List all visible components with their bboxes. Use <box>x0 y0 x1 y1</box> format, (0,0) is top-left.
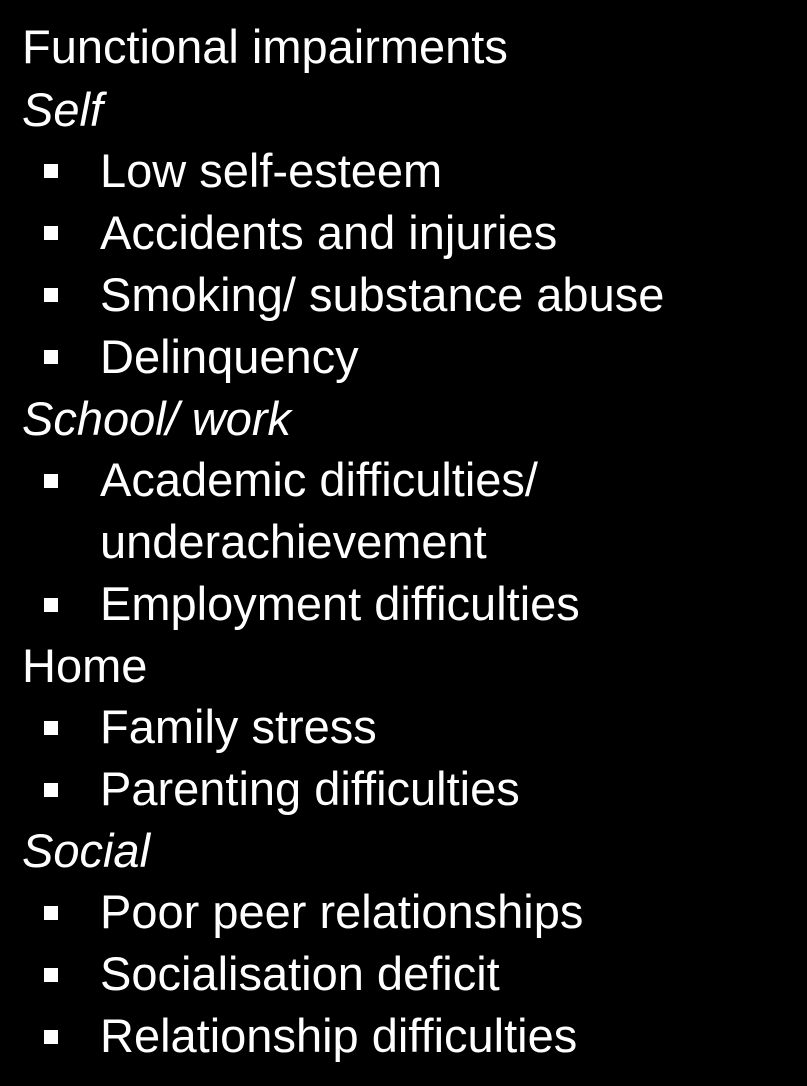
list-item: Parenting difficulties <box>22 758 785 820</box>
list-item: Employment difficulties <box>22 573 785 635</box>
section-home: Home Family stress Parenting difficultie… <box>22 635 785 820</box>
list-self: Low self-esteem Accidents and injuries S… <box>22 140 785 388</box>
section-heading-social: Social <box>22 820 785 881</box>
list-home: Family stress Parenting difficulties <box>22 696 785 820</box>
section-social: Social Poor peer relationships Socialisa… <box>22 820 785 1067</box>
list-item: Family stress <box>22 696 785 758</box>
list-item: Smoking/ substance abuse <box>22 264 785 326</box>
section-heading-school-work: School/ work <box>22 388 785 449</box>
section-heading-home: Home <box>22 635 785 696</box>
section-heading-self: Self <box>22 79 785 140</box>
list-item: Accidents and injuries <box>22 202 785 264</box>
section-self: Self Low self-esteem Accidents and injur… <box>22 79 785 388</box>
list-item: Relationship difficulties <box>22 1005 785 1067</box>
list-item: Academic difficulties/ underachievement <box>22 449 785 573</box>
list-item: Low self-esteem <box>22 140 785 202</box>
list-item: Socialisation deficit <box>22 943 785 1005</box>
section-school-work: School/ work Academic difficulties/ unde… <box>22 388 785 635</box>
list-item: Delinquency <box>22 326 785 388</box>
page-title: Functional impairments <box>22 18 785 77</box>
list-item: Poor peer relationships <box>22 881 785 943</box>
list-school-work: Academic difficulties/ underachievement … <box>22 449 785 635</box>
list-social: Poor peer relationships Socialisation de… <box>22 881 785 1067</box>
